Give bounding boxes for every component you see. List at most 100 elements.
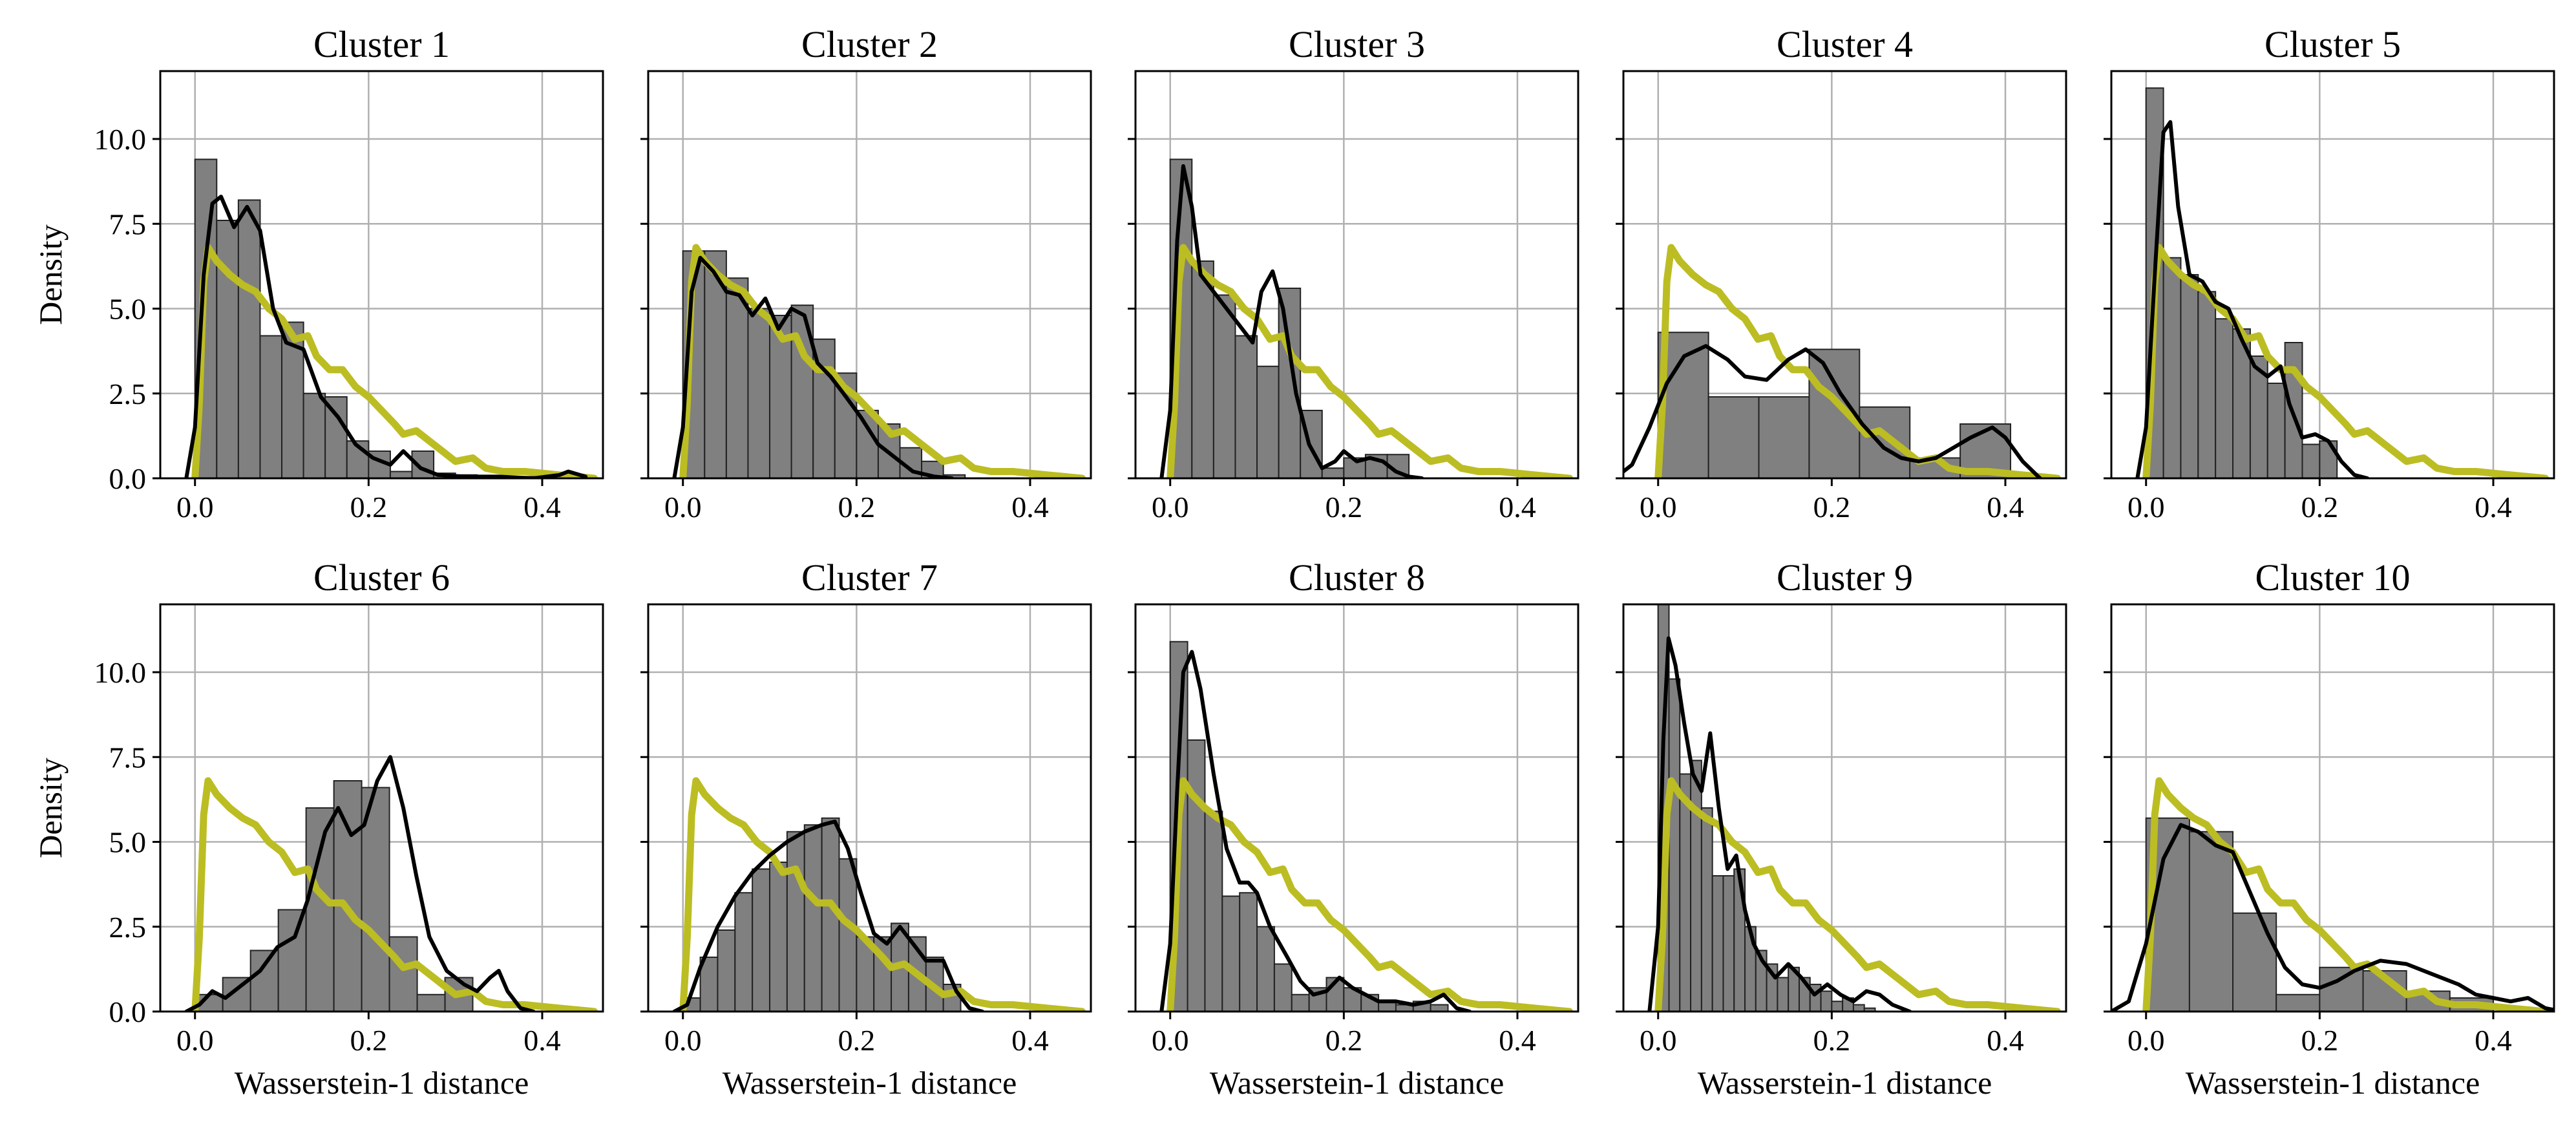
hist-bar bbox=[1430, 1004, 1449, 1012]
x-tick-label: 0.4 bbox=[523, 491, 561, 524]
reference-kde-line bbox=[1654, 777, 2062, 1012]
plot-area bbox=[1647, 604, 2062, 1012]
x-tick-label: 0.4 bbox=[1011, 491, 1049, 524]
hist-bar bbox=[2215, 318, 2234, 478]
hist-bar bbox=[1707, 396, 1760, 478]
x-tick-label: 0.4 bbox=[523, 1024, 561, 1057]
cluster-kde-line bbox=[2111, 823, 2554, 1012]
axes-frame bbox=[647, 603, 1092, 1013]
axes-frame bbox=[159, 603, 604, 1013]
hist-bar bbox=[1204, 811, 1223, 1012]
y-tick-label: 0.0 bbox=[109, 462, 147, 495]
hist-bar bbox=[1273, 963, 1293, 1012]
hist-bar bbox=[1291, 993, 1310, 1012]
panel-title: Cluster 8 bbox=[1289, 557, 1425, 599]
x-tick-label: 0.2 bbox=[350, 491, 388, 524]
axes-frame bbox=[1134, 70, 1579, 480]
y-tick-label: 10.0 bbox=[94, 123, 147, 156]
hist-bar bbox=[2319, 966, 2364, 1012]
x-axis-label: Wasserstein-1 distance bbox=[723, 1065, 1017, 1101]
hist-bar bbox=[324, 396, 348, 478]
panel-title: Cluster 3 bbox=[1289, 23, 1425, 65]
x-tick-label: 0.0 bbox=[2127, 1024, 2165, 1057]
hist-bar bbox=[1820, 990, 1833, 1012]
hist-bar bbox=[752, 868, 771, 1012]
panel-title: Cluster 5 bbox=[2265, 23, 2401, 65]
plot-area bbox=[2135, 87, 2550, 478]
x-tick-label: 0.2 bbox=[2301, 491, 2339, 524]
hist-bar bbox=[416, 993, 446, 1012]
y-tick-label: 10.0 bbox=[94, 656, 147, 689]
cluster-kde-line bbox=[184, 755, 536, 1012]
x-tick-label: 0.2 bbox=[2301, 1024, 2339, 1057]
hist-bar bbox=[725, 277, 749, 478]
panel-cluster-1: 0.0 2.5 5.0 7.5 10.0 0.0 0.2 0.4 Cluster 1 Densit… bbox=[32, 23, 604, 524]
panel-cluster-8: 0.0 0.2 0.4 Cluster 8 Wasserstein-1 distance bbox=[1128, 557, 1579, 1101]
x-tick-label: 0.0 bbox=[1640, 1024, 1677, 1057]
panel-cluster-6: 0.0 2.5 5.0 7.5 10.0 0.0 0.2 0.4 Cluster 6 Densit… bbox=[32, 557, 604, 1101]
plot-area bbox=[2111, 777, 2554, 1012]
axes-frame bbox=[1622, 603, 2067, 1013]
x-tick-label: 0.4 bbox=[1987, 1024, 2024, 1057]
plot-area bbox=[1159, 158, 1574, 478]
hist-bar bbox=[1187, 739, 1206, 1012]
plot-area bbox=[184, 158, 598, 478]
reference-kde-line bbox=[191, 244, 598, 478]
x-tick-label: 0.2 bbox=[1325, 491, 1363, 524]
y-axis-label: Density bbox=[32, 758, 69, 858]
y-tick-label: 0.0 bbox=[109, 995, 147, 1028]
hist-bar bbox=[1700, 807, 1713, 1012]
hist-bar bbox=[1278, 288, 1302, 478]
hist-bar bbox=[1668, 678, 1681, 1012]
hist-bar bbox=[2188, 831, 2234, 1012]
x-axis-label: Wasserstein-1 distance bbox=[1698, 1065, 1992, 1101]
y-tick-label: 2.5 bbox=[109, 377, 147, 410]
hist-bar bbox=[1852, 1004, 1865, 1012]
hist-bar bbox=[259, 335, 283, 478]
hist-bar bbox=[1221, 895, 1241, 1012]
panel-title: Cluster 1 bbox=[313, 23, 450, 65]
hist-bar bbox=[333, 780, 363, 1012]
hist-bar bbox=[2197, 291, 2217, 478]
x-tick-label: 0.2 bbox=[1813, 491, 1851, 524]
x-tick-label: 0.0 bbox=[2127, 491, 2165, 524]
plot-area bbox=[672, 777, 1086, 1012]
hist-bar bbox=[1239, 892, 1258, 1012]
hist-bar bbox=[1859, 406, 1911, 478]
hist-bar bbox=[769, 315, 792, 478]
panel-title: Cluster 6 bbox=[313, 557, 450, 599]
x-tick-label: 0.4 bbox=[1987, 491, 2024, 524]
x-tick-label: 0.0 bbox=[664, 491, 702, 524]
panel-cluster-2: 0.0 0.2 0.4 Cluster 2 bbox=[640, 23, 1092, 524]
y-tick-label: 7.5 bbox=[109, 207, 147, 240]
x-tick-label: 0.4 bbox=[2475, 491, 2512, 524]
x-tick-label: 0.4 bbox=[1499, 491, 1536, 524]
panel-cluster-4: 0.0 0.2 0.4 Cluster 4 bbox=[1616, 23, 2067, 524]
x-tick-label: 0.2 bbox=[1813, 1024, 1851, 1057]
hist-bar bbox=[803, 824, 823, 1012]
cluster-kde-line bbox=[1159, 650, 1472, 1012]
panel-cluster-5: 0.0 0.2 0.4 Cluster 5 bbox=[2104, 23, 2555, 524]
x-tick-label: 0.2 bbox=[838, 491, 876, 524]
hist-bar bbox=[2275, 993, 2321, 1012]
hist-bar bbox=[2319, 440, 2338, 478]
plot-area bbox=[1623, 244, 2062, 478]
x-tick-label: 0.2 bbox=[838, 1024, 876, 1057]
cluster-kde-line bbox=[2135, 120, 2370, 478]
panel-title: Cluster 10 bbox=[2255, 557, 2410, 599]
cluster-kde-line bbox=[672, 820, 985, 1012]
y-tick-label: 2.5 bbox=[109, 911, 147, 944]
hist-bar bbox=[249, 949, 279, 1012]
x-tick-label: 0.0 bbox=[176, 491, 214, 524]
reference-kde-line bbox=[191, 777, 598, 1012]
axes-frame bbox=[1622, 70, 2067, 480]
reference-kde-line bbox=[679, 777, 1086, 1012]
hist-bar bbox=[2180, 274, 2199, 478]
plot-area bbox=[672, 244, 1086, 478]
hist-bar bbox=[1191, 260, 1214, 478]
x-tick-label: 0.0 bbox=[1152, 491, 1189, 524]
x-tick-label: 0.4 bbox=[2475, 1024, 2512, 1057]
x-tick-label: 0.4 bbox=[1499, 1024, 1536, 1057]
panel-title: Cluster 2 bbox=[801, 23, 938, 65]
reference-kde-line bbox=[1167, 777, 1574, 1012]
